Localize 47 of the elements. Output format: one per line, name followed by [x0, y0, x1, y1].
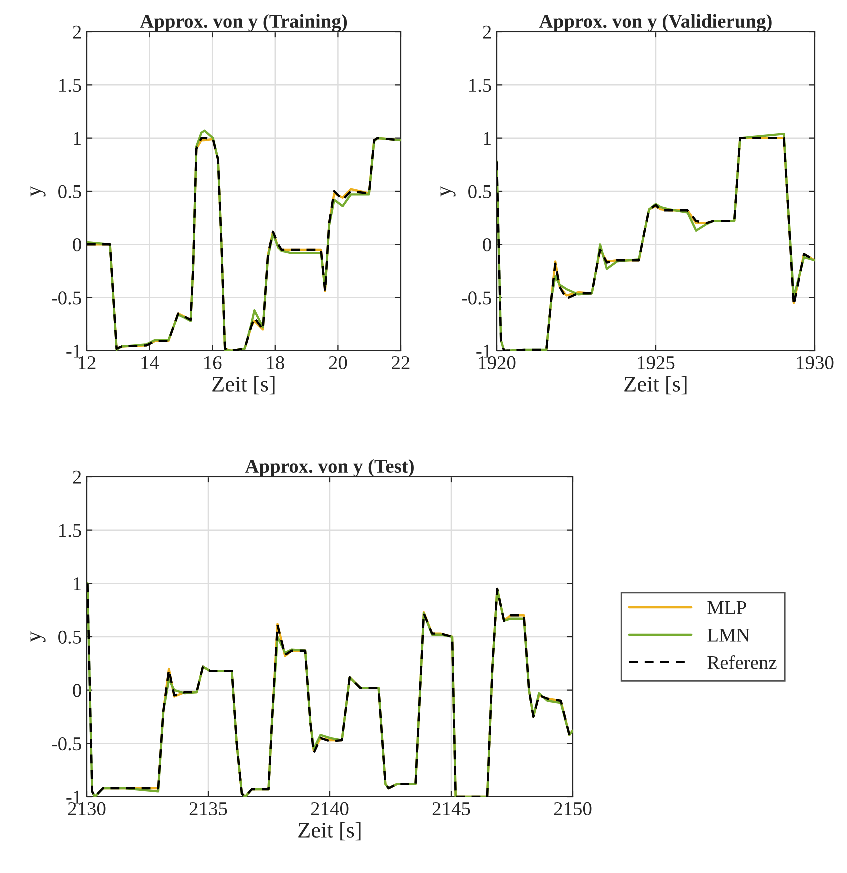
y-tick-label: -1	[66, 790, 81, 804]
x-tick-label: 14	[142, 356, 160, 370]
y-tick-label: -0.5	[462, 292, 492, 305]
legend-label: MLP	[708, 602, 746, 614]
x-axis-title: Zeit [s]	[298, 822, 361, 841]
chart-title: Approx. von y (Test)	[245, 459, 414, 478]
y-tick-label: -0.5	[52, 737, 82, 751]
x-tick-label: 2130	[68, 802, 106, 816]
x-tick-label: 1920	[479, 356, 516, 370]
y-axis-title: y	[30, 186, 46, 197]
y-tick-label: 2	[483, 26, 492, 39]
y-tick-label: 1.5	[60, 79, 82, 92]
y-tick-label: 2	[73, 470, 82, 484]
y-tick-label: 0.5	[468, 185, 492, 199]
x-tick-label: 20	[329, 356, 348, 370]
x-tick-label: 1925	[638, 356, 675, 370]
x-tick-label: 18	[267, 356, 284, 370]
y-tick-label: 1	[484, 132, 491, 146]
x-tick-label: 16	[204, 356, 222, 370]
y-axis-title: y	[30, 632, 46, 642]
x-axis-title: Zeit [s]	[624, 376, 687, 395]
x-tick-label: 12	[78, 356, 96, 370]
y-tick-label: -0.5	[52, 292, 82, 305]
y-tick-label: 0.5	[58, 630, 82, 644]
y-tick-label: 0	[483, 238, 492, 252]
y-axis-title: y	[440, 186, 456, 197]
y-tick-label: -1	[66, 344, 81, 358]
y-tick-label: 1	[74, 132, 81, 146]
legend-label: LMN	[708, 629, 750, 642]
x-tick-label: 2150	[554, 802, 592, 816]
x-tick-label: 22	[392, 356, 410, 370]
x-tick-label: 2140	[311, 802, 349, 816]
y-tick-label: 1.5	[470, 79, 492, 92]
x-tick-label: 2145	[432, 802, 470, 816]
y-tick-label: 0.5	[58, 185, 82, 199]
y-tick-label: 0	[73, 684, 82, 698]
x-tick-label: 2135	[190, 802, 228, 816]
y-tick-label: 2	[73, 26, 82, 39]
chart-title: Approx. von y (Training)	[140, 14, 348, 32]
y-tick-label: 1.5	[60, 524, 82, 538]
y-tick-label: 0	[73, 238, 82, 252]
legend-label: Referenz	[708, 656, 777, 670]
x-tick-label: 1930	[797, 356, 834, 370]
x-axis-title: Zeit [s]	[212, 376, 275, 395]
chart-title: Approx. von y (Validierung)	[539, 14, 772, 32]
y-tick-label: 1	[74, 578, 81, 590]
y-tick-label: -1	[476, 344, 491, 358]
